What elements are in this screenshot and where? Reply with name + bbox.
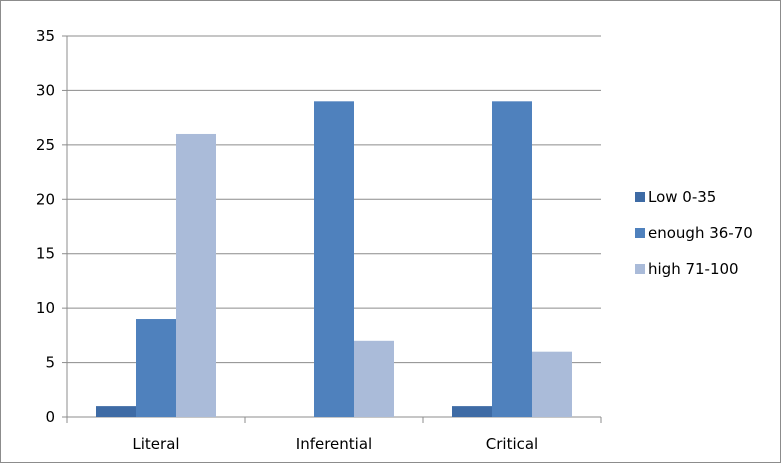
legend-swatch — [635, 264, 645, 274]
y-tick-label: 10 — [36, 299, 55, 317]
axes: 0 5 10 15 20 25 30 35 Literal Inferential Critical — [36, 27, 602, 453]
bar — [314, 101, 354, 418]
bar — [354, 340, 394, 417]
y-tick-label: 0 — [45, 408, 55, 426]
y-tick-label: 20 — [36, 190, 55, 208]
x-tick-label: Literal — [132, 435, 179, 453]
bar — [136, 319, 176, 417]
bar — [452, 406, 492, 417]
legend-swatch — [635, 228, 645, 238]
y-tick-label: 25 — [36, 136, 55, 154]
y-tick-label: 30 — [36, 81, 55, 99]
legend-label: enough 36-70 — [648, 224, 753, 242]
legend: Low 0-35 enough 36-70 high 71-100 — [635, 188, 753, 278]
bar — [532, 351, 572, 417]
legend-label: Low 0-35 — [648, 188, 716, 206]
y-tick-label: 5 — [45, 354, 55, 372]
bar — [492, 101, 532, 418]
bar — [96, 406, 136, 417]
y-tick-label: 35 — [36, 27, 55, 45]
x-tick-label: Inferential — [296, 435, 372, 453]
bar — [176, 133, 216, 417]
legend-label: high 71-100 — [648, 260, 739, 278]
legend-swatch — [635, 192, 645, 202]
y-tick-label: 15 — [36, 245, 55, 263]
bars — [96, 101, 572, 418]
x-tick-label: Critical — [486, 435, 538, 453]
